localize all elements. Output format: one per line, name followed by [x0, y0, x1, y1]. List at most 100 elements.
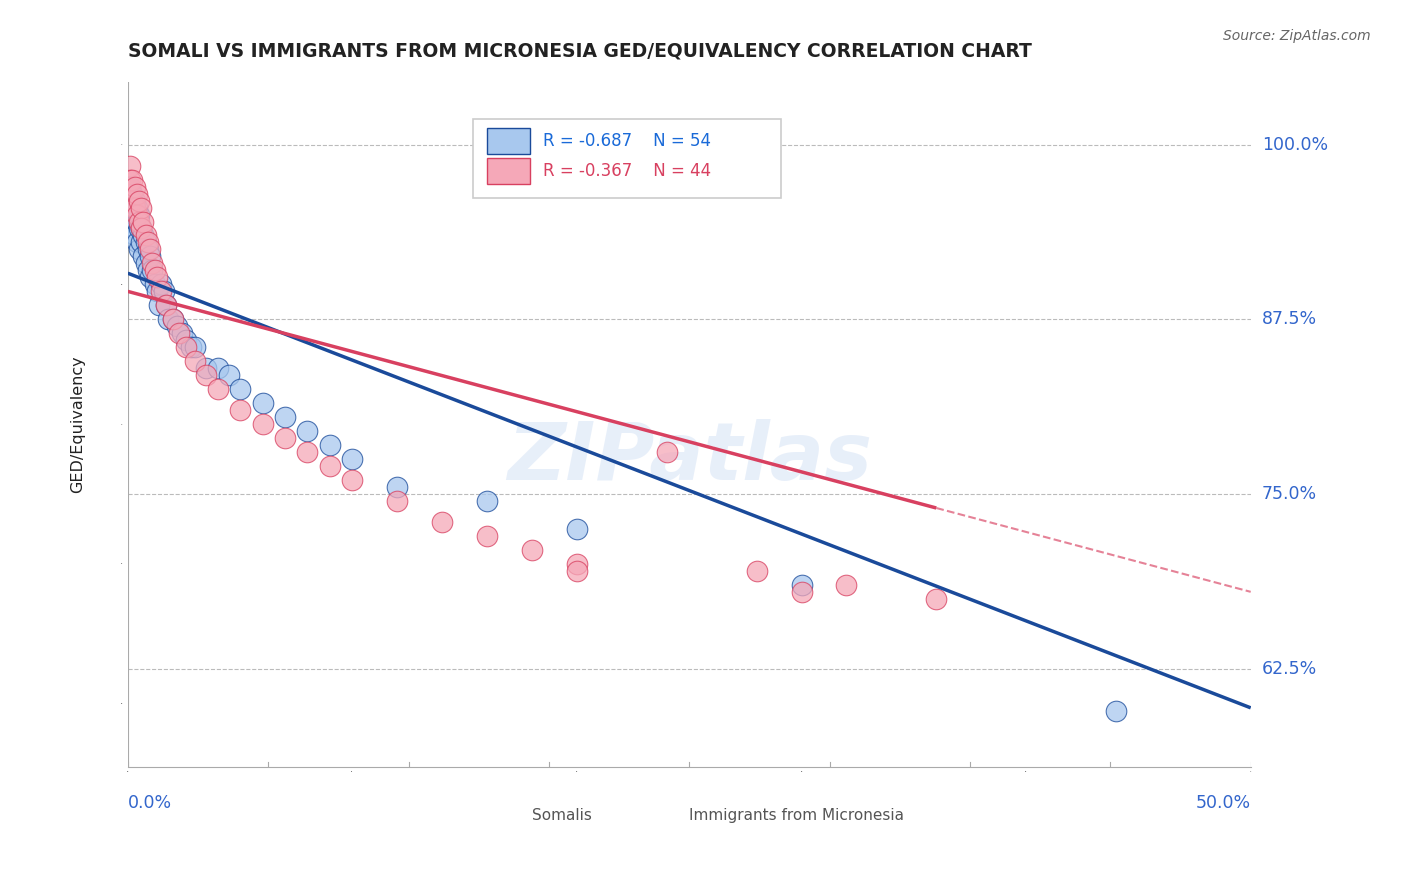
- Point: [132, 228, 155, 243]
- Point: [925, 591, 948, 606]
- Point: [745, 564, 768, 578]
- Point: [387, 494, 409, 508]
- Point: [565, 564, 588, 578]
- Point: [162, 312, 184, 326]
- Point: [565, 557, 588, 571]
- Point: [207, 382, 229, 396]
- Point: [121, 186, 143, 201]
- Text: 100.0%: 100.0%: [1263, 136, 1329, 153]
- Point: [118, 159, 141, 173]
- Point: [274, 410, 297, 425]
- Text: ZIPatlas: ZIPatlas: [506, 419, 872, 498]
- Point: [790, 578, 813, 592]
- Point: [139, 243, 162, 257]
- Point: [155, 298, 177, 312]
- Point: [218, 368, 240, 383]
- Point: [124, 194, 146, 208]
- Text: 62.5%: 62.5%: [1263, 660, 1317, 678]
- Point: [118, 194, 141, 208]
- FancyBboxPatch shape: [486, 159, 530, 185]
- Point: [128, 214, 150, 228]
- Point: [835, 578, 858, 592]
- Point: [129, 235, 152, 250]
- Point: [319, 438, 342, 452]
- Point: [655, 445, 678, 459]
- Point: [166, 319, 188, 334]
- Point: [297, 445, 319, 459]
- Point: [141, 263, 163, 277]
- Point: [129, 221, 152, 235]
- FancyBboxPatch shape: [472, 120, 782, 198]
- Point: [129, 221, 152, 235]
- Point: [139, 270, 162, 285]
- Point: [136, 243, 159, 257]
- Point: [207, 361, 229, 376]
- FancyBboxPatch shape: [638, 804, 678, 830]
- Point: [229, 382, 252, 396]
- Text: Immigrants from Micronesia: Immigrants from Micronesia: [689, 808, 904, 823]
- Point: [152, 285, 174, 299]
- Point: [125, 214, 148, 228]
- Point: [121, 201, 143, 215]
- Point: [475, 529, 498, 543]
- Point: [184, 354, 207, 368]
- Point: [118, 172, 141, 186]
- Point: [387, 480, 409, 494]
- Point: [565, 522, 588, 536]
- Point: [174, 333, 197, 347]
- Point: [195, 361, 218, 376]
- Point: [342, 473, 364, 487]
- Point: [118, 179, 141, 194]
- Point: [146, 285, 169, 299]
- Point: [297, 424, 319, 438]
- Point: [141, 256, 163, 270]
- Point: [136, 263, 159, 277]
- Point: [143, 277, 166, 292]
- Point: [520, 542, 543, 557]
- Point: [128, 207, 150, 221]
- Point: [148, 298, 170, 312]
- Point: [150, 277, 173, 292]
- Point: [146, 270, 169, 285]
- Text: SOMALI VS IMMIGRANTS FROM MICRONESIA GED/EQUIVALENCY CORRELATION CHART: SOMALI VS IMMIGRANTS FROM MICRONESIA GED…: [128, 42, 1032, 61]
- Point: [180, 340, 202, 354]
- Point: [128, 243, 150, 257]
- Point: [139, 249, 162, 263]
- Text: 75.0%: 75.0%: [1263, 485, 1317, 503]
- Point: [128, 194, 150, 208]
- Point: [121, 194, 143, 208]
- Point: [174, 340, 197, 354]
- Point: [143, 263, 166, 277]
- Point: [319, 458, 342, 473]
- Point: [170, 326, 193, 341]
- Text: R = -0.367    N = 44: R = -0.367 N = 44: [543, 162, 711, 180]
- Point: [150, 285, 173, 299]
- Text: Source: ZipAtlas.com: Source: ZipAtlas.com: [1223, 29, 1371, 43]
- Text: GED/Equivalency: GED/Equivalency: [70, 355, 84, 493]
- Point: [342, 452, 364, 467]
- Point: [155, 298, 177, 312]
- Text: Somalis: Somalis: [531, 808, 592, 823]
- Point: [129, 201, 152, 215]
- Point: [132, 214, 155, 228]
- FancyBboxPatch shape: [481, 804, 520, 830]
- Point: [124, 201, 146, 215]
- Point: [125, 235, 148, 250]
- Point: [790, 584, 813, 599]
- FancyBboxPatch shape: [486, 128, 530, 153]
- Point: [135, 228, 157, 243]
- Point: [195, 368, 218, 383]
- Point: [125, 207, 148, 221]
- Point: [121, 172, 143, 186]
- Point: [162, 312, 184, 326]
- Text: 50.0%: 50.0%: [1195, 795, 1251, 813]
- Point: [124, 207, 146, 221]
- Point: [124, 179, 146, 194]
- Point: [475, 494, 498, 508]
- Text: 0.0%: 0.0%: [128, 795, 172, 813]
- Point: [136, 235, 159, 250]
- Point: [125, 201, 148, 215]
- Point: [157, 312, 180, 326]
- Point: [135, 256, 157, 270]
- Point: [132, 249, 155, 263]
